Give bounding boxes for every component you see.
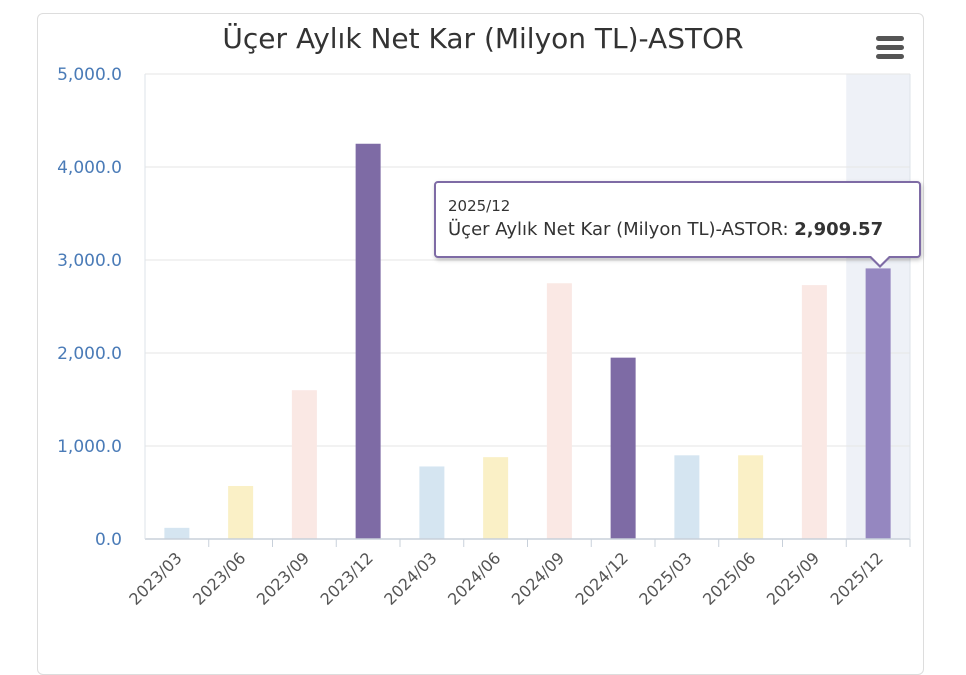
- tooltip-arrow-inner: [871, 256, 889, 265]
- x-tick-label: 2025/06: [699, 548, 759, 608]
- x-tick-label: 2024/12: [572, 548, 632, 608]
- bar: [164, 527, 190, 539]
- bar: [738, 455, 764, 539]
- y-tick-label: 0.0: [95, 530, 122, 550]
- tooltip-value: 2,909.57: [794, 219, 884, 240]
- tooltip-body: Üçer Aylık Net Kar (Milyon TL)-ASTOR: 2,…: [448, 219, 883, 240]
- y-tick-label: 3,000.0: [57, 251, 122, 271]
- bar: [355, 143, 381, 539]
- tooltip-header: 2025/12: [448, 197, 511, 215]
- bar: [801, 285, 827, 539]
- bar: [291, 390, 317, 539]
- x-tick-label: 2024/09: [508, 548, 568, 608]
- tooltip: 2025/12 Üçer Aylık Net Kar (Milyon TL)-A…: [434, 181, 921, 258]
- y-tick-label: 5,000.0: [57, 65, 122, 85]
- bar: [228, 485, 254, 539]
- x-tick-label: 2023/06: [189, 548, 249, 608]
- x-tick-label: 2025/12: [827, 548, 887, 608]
- y-tick-label: 2,000.0: [57, 344, 122, 364]
- y-tick-label: 4,000.0: [57, 158, 122, 178]
- y-tick-label: 1,000.0: [57, 437, 122, 457]
- hamburger-menu-icon[interactable]: [876, 36, 904, 60]
- bar: [419, 466, 445, 539]
- bar: [674, 455, 700, 539]
- bar: [483, 457, 509, 539]
- chart-card: [37, 13, 924, 675]
- x-tick-label: 2025/03: [635, 548, 695, 608]
- bar-chart: 0.0 1,000.0 2,000.0 3,000.0 4,000.0 5,000.0 2…: [57, 65, 911, 609]
- x-tick-label: 2023/09: [253, 548, 313, 608]
- x-tick-label: 2024/03: [380, 548, 440, 608]
- tooltip-series-label: Üçer Aylık Net Kar (Milyon TL)-ASTOR:: [448, 219, 795, 240]
- bar: [865, 268, 891, 539]
- x-tick-label: 2025/09: [763, 548, 823, 608]
- x-tick-label: 2023/12: [317, 548, 377, 608]
- chart-title: Üçer Aylık Net Kar (Milyon TL)-ASTOR: [222, 22, 744, 55]
- bar: [546, 283, 572, 539]
- x-tick-label: 2023/03: [125, 548, 185, 608]
- x-tick-label: 2024/06: [444, 548, 504, 608]
- bar: [610, 357, 636, 539]
